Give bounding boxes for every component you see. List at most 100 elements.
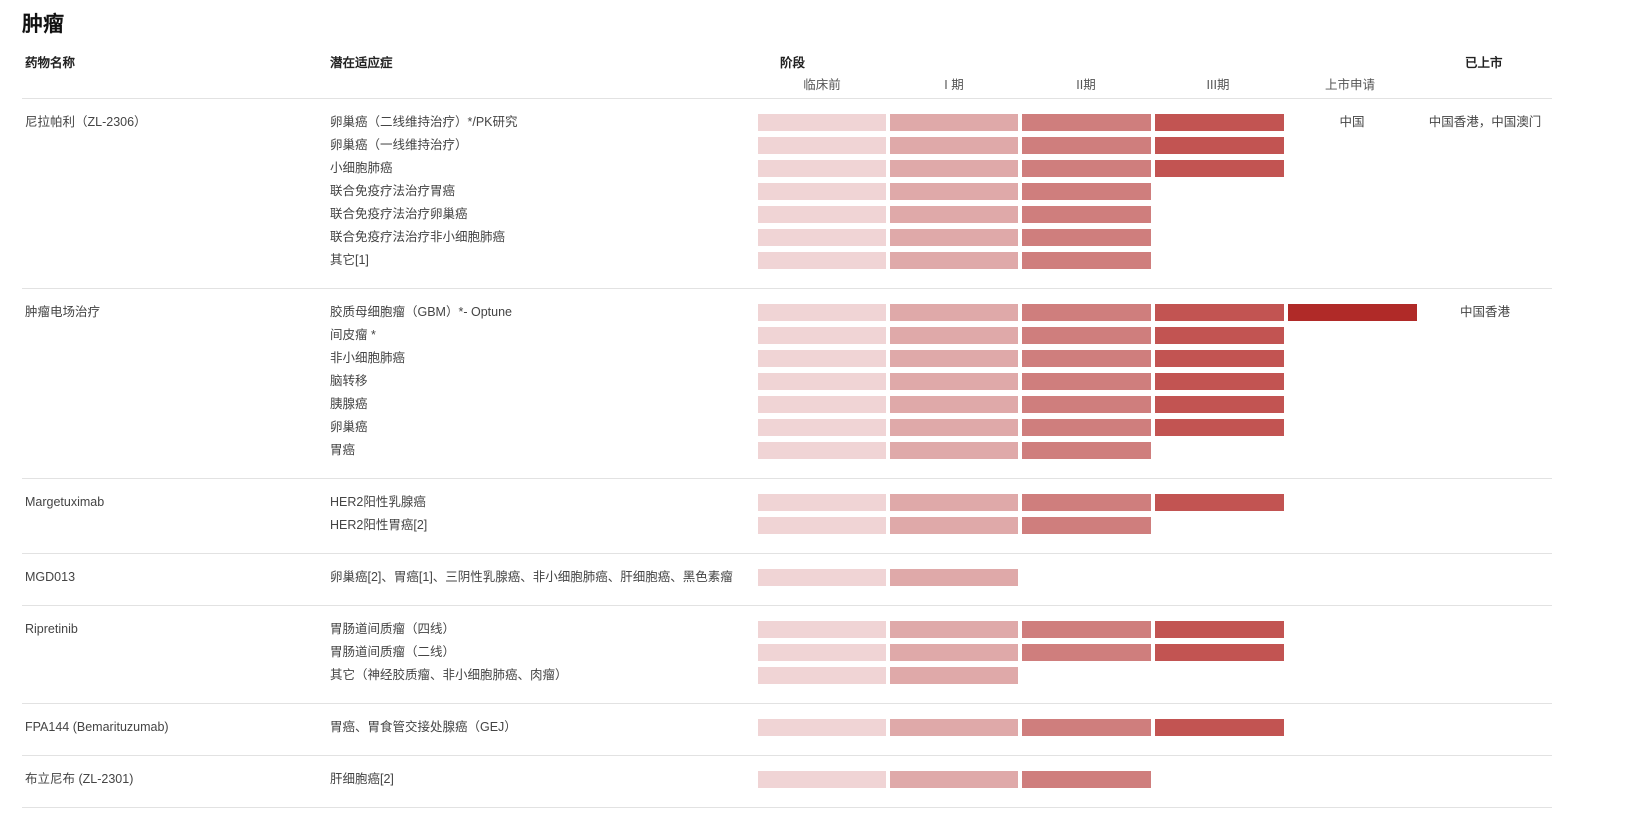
stage-bar-1 [758, 137, 886, 154]
stage-bar-1 [758, 252, 886, 269]
indication: 胃肠道间质瘤（二线） [330, 645, 456, 659]
stage-bar-2 [890, 569, 1018, 586]
indication: 间皮瘤 * [330, 328, 376, 342]
stage-bar-1 [758, 517, 886, 534]
stage-bar-4 [1155, 327, 1284, 344]
indication: 胃癌 [330, 443, 356, 457]
stage-bar-4 [1155, 160, 1284, 177]
stage-bar-1 [758, 327, 886, 344]
drug-name: Ripretinib [25, 622, 78, 636]
stage-bar-2 [890, 137, 1018, 154]
stage-bar-2 [890, 621, 1018, 638]
stage-bar-1 [758, 494, 886, 511]
drug-name: FPA144 (Bemarituzumab) [25, 720, 169, 734]
stage-bar-2 [890, 350, 1018, 367]
table-row: 非小细胞肺癌 [22, 349, 1552, 372]
table-row: 间皮瘤 * [22, 326, 1552, 349]
stage-bar-2 [890, 327, 1018, 344]
table-row: 胃肠道间质瘤（二线） [22, 643, 1552, 666]
stage-bar-3 [1022, 114, 1151, 131]
stage-bar-3 [1022, 350, 1151, 367]
indication: 其它（神经胶质瘤、非小细胞肺癌、肉瘤） [330, 668, 568, 682]
stage-bar-3 [1022, 327, 1151, 344]
stage-bar-2 [890, 419, 1018, 436]
stage-bar-2 [890, 252, 1018, 269]
table-row: 联合免疫疗法治疗卵巢癌 [22, 205, 1552, 228]
stage-application: 上市申请 [1324, 78, 1375, 92]
stage-bar-1 [758, 569, 886, 586]
drug-name: Margetuximab [25, 495, 105, 509]
table-row: 其它[1] [22, 251, 1552, 274]
stage-bar-1 [758, 419, 886, 436]
drug-name: 尼拉帕利（ZL-2306） [25, 115, 147, 129]
drug-name-header: 药物名称 [25, 56, 76, 70]
launched-region: 中国香港，中国澳门 [1428, 115, 1542, 129]
stage-bar-3 [1022, 373, 1151, 390]
stage-bar-1 [758, 304, 886, 321]
indication: 卵巢癌（一线维持治疗） [330, 138, 468, 152]
stage-bar-4 [1155, 304, 1284, 321]
pipeline-table: 尼拉帕利（ZL-2306） 中国 中国香港，中国澳门 卵巢癌（二线维持治疗）*/PK研… [22, 99, 1552, 808]
drug-group: Margetuximab HER2阳性乳腺癌 HER2阳性胃癌[2] [22, 479, 1552, 554]
stage-bar-3 [1022, 229, 1151, 246]
stage-bar-4 [1155, 373, 1284, 390]
indication: 联合免疫疗法治疗卵巢癌 [330, 207, 468, 221]
stage-bar-2 [890, 396, 1018, 413]
stage-bar-4 [1155, 494, 1284, 511]
indication: 联合免疫疗法治疗胃癌 [330, 184, 456, 198]
page-title: 肿瘤 [22, 13, 64, 36]
stage-bar-4 [1155, 644, 1284, 661]
table-row: Margetuximab HER2阳性乳腺癌 [22, 493, 1552, 516]
stage-phase3: III期 [1206, 78, 1230, 92]
indication: HER2阳性乳腺癌 [330, 495, 426, 509]
drug-name: 肿瘤电场治疗 [25, 305, 101, 319]
stage-bar-2 [890, 494, 1018, 511]
stage-bar-2 [890, 517, 1018, 534]
stage-bar-4 [1155, 350, 1284, 367]
table-row: 卵巢癌（一线维持治疗） [22, 136, 1552, 159]
indication: 联合免疫疗法治疗非小细胞肺癌 [330, 230, 506, 244]
stage-bar-1 [758, 373, 886, 390]
drug-group: Ripretinib 胃肠道间质瘤（四线） 胃肠道间质瘤（二线） 其它（神经胶质瘤、非… [22, 606, 1552, 704]
indication: HER2阳性胃癌[2] [330, 518, 428, 532]
stage-bar-4 [1155, 719, 1284, 736]
stage-bar-1 [758, 206, 886, 223]
table-row: 联合免疫疗法治疗非小细胞肺癌 [22, 228, 1552, 251]
stage-bar-5 [1288, 304, 1417, 321]
stage-bar-1 [758, 229, 886, 246]
stage-bar-2 [890, 667, 1018, 684]
drug-group: 尼拉帕利（ZL-2306） 中国 中国香港，中国澳门 卵巢癌（二线维持治疗）*/PK研… [22, 99, 1552, 289]
stage-bar-2 [890, 160, 1018, 177]
stage-bar-2 [890, 644, 1018, 661]
stage-bar-2 [890, 442, 1018, 459]
stage-bar-4 [1155, 114, 1284, 131]
stage-bar-3 [1022, 494, 1151, 511]
stage-bar-2 [890, 206, 1018, 223]
stage-bar-1 [758, 350, 886, 367]
stage-bar-3 [1022, 137, 1151, 154]
stage-bar-1 [758, 442, 886, 459]
drug-group: MGD013 卵巢癌[2]、胃癌[1]、三阴性乳腺癌、非小细胞肺癌、肝细胞癌、黑色… [22, 554, 1552, 606]
stage-bar-1 [758, 621, 886, 638]
stage-bar-3 [1022, 771, 1151, 788]
table-row: 布立尼布 (ZL-2301) 肝细胞癌[2] [22, 770, 1552, 793]
drug-group: 布立尼布 (ZL-2301) 肝细胞癌[2] [22, 756, 1552, 808]
table-row: 肿瘤电场治疗 中国香港 胶质母细胞瘤（GBM）*- Optune [22, 303, 1552, 326]
table-row: 胰腺癌 [22, 395, 1552, 418]
indication: 卵巢癌（二线维持治疗）*/PK研究 [330, 115, 518, 129]
stage-bar-4 [1155, 396, 1284, 413]
indication: 其它[1] [330, 253, 369, 267]
table-row: 联合免疫疗法治疗胃癌 [22, 182, 1552, 205]
stage-bar-2 [890, 304, 1018, 321]
table-row: 小细胞肺癌 [22, 159, 1552, 182]
stage-bar-3 [1022, 621, 1151, 638]
stage-bar-2 [890, 183, 1018, 200]
stage-phase2: II期 [1076, 78, 1096, 92]
stage-bar-3 [1022, 442, 1151, 459]
table-row: 卵巢癌 [22, 418, 1552, 441]
stage-bar-1 [758, 771, 886, 788]
stage-bar-2 [890, 771, 1018, 788]
stage-bar-1 [758, 114, 886, 131]
stage-bar-3 [1022, 304, 1151, 321]
indication: 小细胞肺癌 [330, 161, 393, 175]
